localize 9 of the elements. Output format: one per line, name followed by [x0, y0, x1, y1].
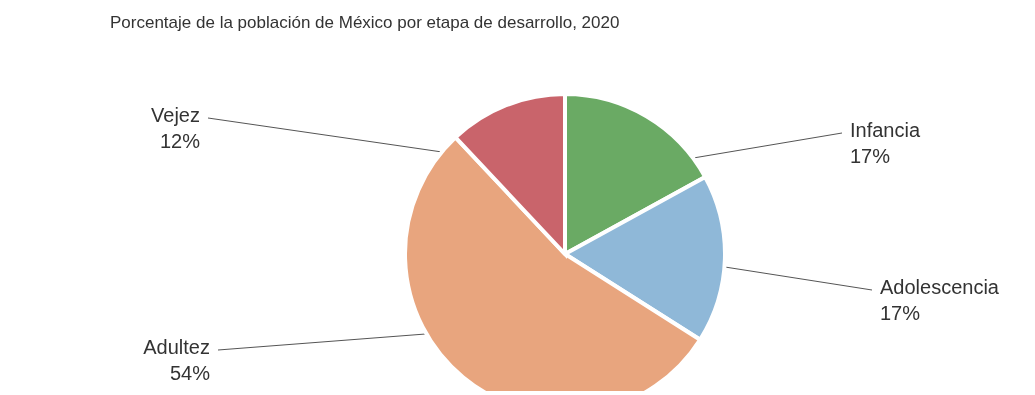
data-label: 54% — [169, 362, 211, 384]
slice-label: Adolescencia — [880, 276, 1000, 298]
chart-title: Porcentaje de la población de México por etapa de desarrollo, 2020 — [110, 13, 620, 32]
data-label: 12% — [159, 130, 201, 152]
slice-label: Infancia — [850, 119, 921, 141]
data-label: 17% — [850, 145, 891, 167]
slice-label: Adultez — [143, 336, 210, 358]
slice-label: Vejez — [151, 104, 200, 126]
data-label: 17% — [880, 302, 921, 324]
